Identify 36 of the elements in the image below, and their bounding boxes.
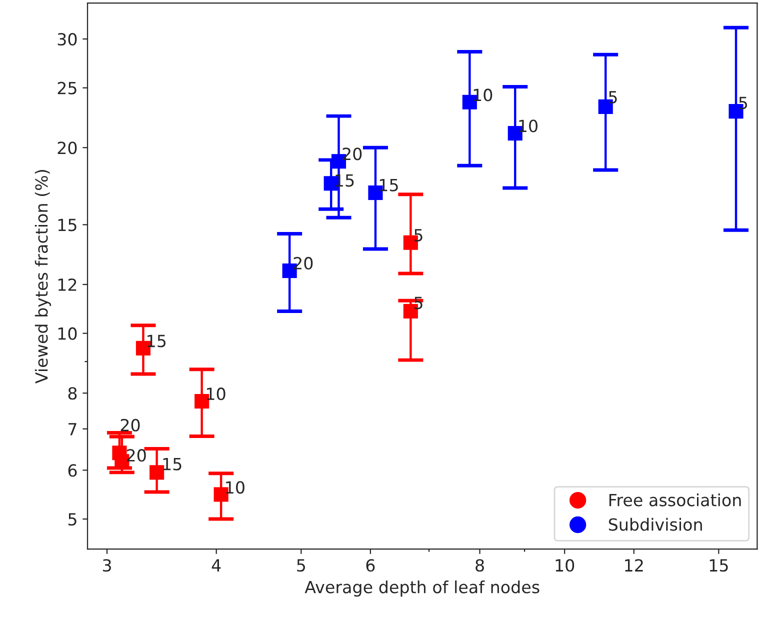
x-tick-label: 5 <box>297 559 305 572</box>
legend-label: Free association <box>609 493 741 506</box>
x-tick-label: 12 <box>625 559 643 572</box>
y-tick-label: 15 <box>58 218 76 232</box>
y-tick-label: 6 <box>68 464 77 477</box>
legend-label: Subdivision <box>608 518 702 531</box>
x-tick-label: 10 <box>556 559 574 572</box>
annotation: 15 <box>380 179 398 192</box>
annotation: 5 <box>739 96 748 110</box>
y-tick-label: 10 <box>58 327 77 340</box>
annotation: 15 <box>148 334 166 348</box>
annotation: 5 <box>414 229 422 242</box>
annotation: 5 <box>608 91 617 104</box>
annotation: 20 <box>342 148 362 160</box>
x-tick-label: 8 <box>476 559 484 572</box>
y-tick-label: 7 <box>68 423 76 436</box>
annotation: 15 <box>163 458 182 470</box>
annotation: 20 <box>126 449 146 462</box>
annotation: 20 <box>120 418 140 432</box>
x-tick-label: 4 <box>212 559 221 572</box>
x-tick-label: 3 <box>102 559 111 572</box>
y-tick-label: 30 <box>58 32 77 46</box>
x-tick-label: 15 <box>710 559 728 572</box>
y-tick-label: 8 <box>68 387 77 400</box>
y-axis-title: Viewed bytes fraction (%) <box>34 170 52 384</box>
y-tick-label: 25 <box>58 82 76 94</box>
annotation: 10 <box>226 481 244 494</box>
x-tick-label: 6 <box>366 559 375 572</box>
y-tick-label: 12 <box>58 278 76 291</box>
annotation: 10 <box>519 120 538 132</box>
x-axis-title: Average depth of leaf nodes <box>304 580 540 597</box>
annotation: 10 <box>474 88 492 102</box>
y-tick-label: 20 <box>58 142 77 154</box>
annotation: 20 <box>294 256 313 270</box>
annotation: 10 <box>207 388 226 400</box>
y-tick-label: 5 <box>68 513 76 526</box>
